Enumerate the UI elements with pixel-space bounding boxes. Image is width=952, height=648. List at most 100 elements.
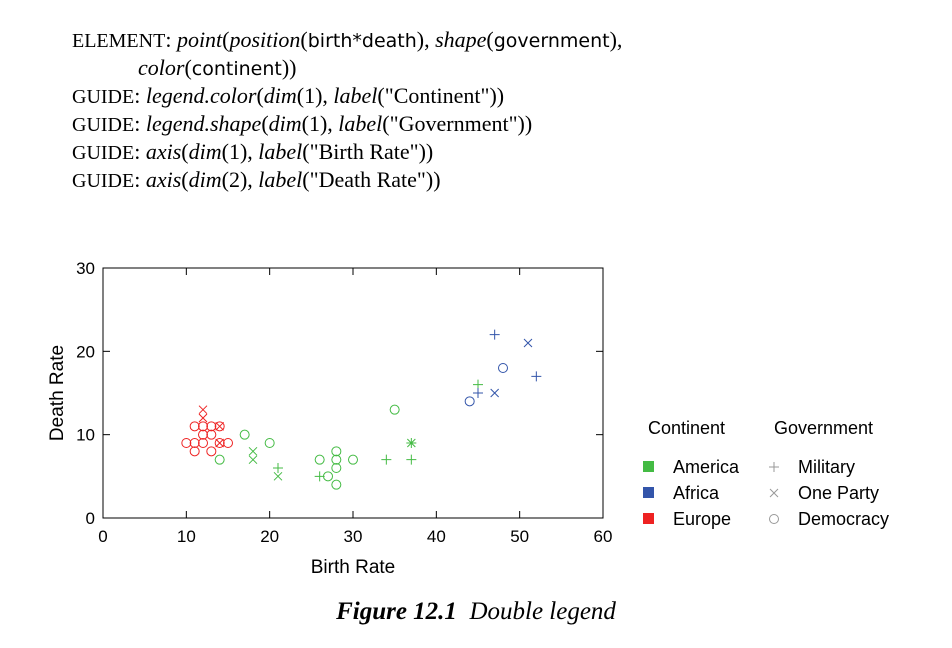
spec-token: label — [258, 139, 303, 164]
spec-token: point — [176, 27, 223, 52]
legend-shape-title: Government — [774, 418, 873, 438]
spec-token: (2), — [221, 167, 259, 192]
caption-label: Figure 12.1 — [336, 598, 457, 625]
spec-token: dim — [263, 83, 297, 108]
spec-token: axis — [145, 139, 182, 164]
data-point — [181, 438, 192, 448]
spec-token: label — [333, 83, 378, 108]
legend-shape-label: One Party — [798, 483, 879, 503]
data-point — [189, 438, 200, 448]
x-axis-label: Birth Rate — [311, 557, 395, 578]
data-point — [348, 454, 358, 465]
spec-token: legend.shape — [145, 111, 262, 136]
data-point — [389, 404, 400, 415]
data-point — [523, 338, 533, 348]
spec-token: ("Birth Rate")) — [302, 139, 434, 164]
legend-color-label: America — [673, 457, 740, 477]
data-point — [239, 429, 250, 440]
data-point — [198, 405, 208, 415]
spec-token: : — [134, 111, 146, 136]
spec-line: GUIDE: legend.color(dim(1), label("Conti… — [72, 82, 622, 110]
spec-token: ( — [261, 111, 269, 136]
spec-token: ( — [222, 27, 230, 52]
spec-token: label — [258, 167, 303, 192]
spec-token: ("Death Rate")) — [302, 167, 441, 192]
spec-token: ("Continent")) — [377, 83, 505, 108]
spec-token: (1), — [221, 139, 259, 164]
data-point — [198, 421, 208, 432]
spec-token: ELEMENT — [72, 30, 166, 52]
data-point — [214, 421, 225, 432]
y-tick-label: 30 — [76, 259, 95, 278]
legend-swatch — [643, 461, 654, 472]
data-point — [314, 454, 325, 465]
data-point — [223, 438, 233, 448]
spec-token: legend.color — [145, 83, 257, 108]
spec-token: )) — [281, 55, 297, 80]
data-point — [206, 429, 217, 440]
legend-shape-label: Democracy — [798, 509, 889, 529]
data-point — [273, 471, 283, 481]
legend-marker — [769, 514, 779, 524]
data-point — [198, 413, 208, 423]
data-point — [406, 438, 416, 448]
spec-token: label — [338, 111, 383, 136]
spec-token: ( — [486, 27, 494, 52]
spec-token: ), — [416, 27, 436, 52]
data-point — [464, 396, 475, 407]
legend-color-label: Europe — [673, 509, 731, 529]
y-tick-label: 0 — [86, 509, 95, 528]
plot-frame — [102, 267, 604, 519]
data-point — [323, 471, 333, 482]
data-point — [206, 421, 217, 432]
grammar-spec: ELEMENT: point(position(birth*death), sh… — [72, 26, 622, 194]
x-tick-label: 0 — [98, 527, 107, 546]
data-point — [381, 454, 392, 465]
spec-line: GUIDE: axis(dim(2), label("Death Rate")) — [72, 166, 622, 194]
spec-token: dim — [188, 167, 222, 192]
spec-token: continent — [191, 58, 282, 80]
x-tick-label: 30 — [344, 527, 363, 546]
data-point — [498, 363, 508, 373]
spec-token: : — [165, 27, 177, 52]
data-point — [489, 329, 500, 340]
spec-token: birth*death — [307, 30, 417, 52]
spec-token: ("Government")) — [382, 111, 533, 136]
data-point — [214, 454, 225, 465]
scatter-chart: 0 10 20 30 40 50 60 0 10 20 30 Birth Rate Death Rate… — [47, 259, 889, 578]
spec-line: GUIDE: legend.shape(dim(1), label("Gover… — [72, 110, 622, 138]
data-point — [215, 438, 225, 448]
y-tick-label: 20 — [76, 342, 95, 361]
data-point — [198, 429, 208, 440]
spec-token: ( — [184, 55, 192, 80]
y-tick-label: 10 — [76, 426, 95, 445]
figure-caption: Figure 12.1 Double legend — [0, 598, 952, 626]
spec-token: GUIDE — [72, 86, 135, 108]
spec-token: : — [134, 167, 146, 192]
legend-color-title: Continent — [648, 418, 725, 438]
data-point — [490, 388, 500, 398]
data-point — [248, 455, 258, 465]
legend-marker — [769, 488, 779, 498]
data-point — [189, 421, 200, 432]
x-tick-label: 50 — [510, 527, 529, 546]
spec-token: : — [134, 139, 146, 164]
data-point — [331, 454, 342, 465]
spec-token: GUIDE — [72, 170, 135, 192]
data-point — [331, 463, 342, 473]
data-point — [473, 388, 483, 398]
data-point — [248, 446, 258, 456]
spec-token: color — [138, 55, 185, 80]
x-tick-label: 40 — [427, 527, 446, 546]
legend-swatch — [643, 487, 654, 498]
spec-token: axis — [145, 167, 182, 192]
spec-token: (1), — [301, 111, 339, 136]
spec-line: GUIDE: axis(dim(1), label("Birth Rate")) — [72, 138, 622, 166]
legend-shape-label: Military — [798, 457, 855, 477]
spec-token: ( — [300, 27, 308, 52]
spec-token: : — [134, 83, 146, 108]
spec-token: GUIDE — [72, 114, 135, 136]
legend-color-label: Africa — [673, 483, 720, 503]
spec-token: dim — [268, 111, 302, 136]
data-point — [331, 446, 342, 457]
